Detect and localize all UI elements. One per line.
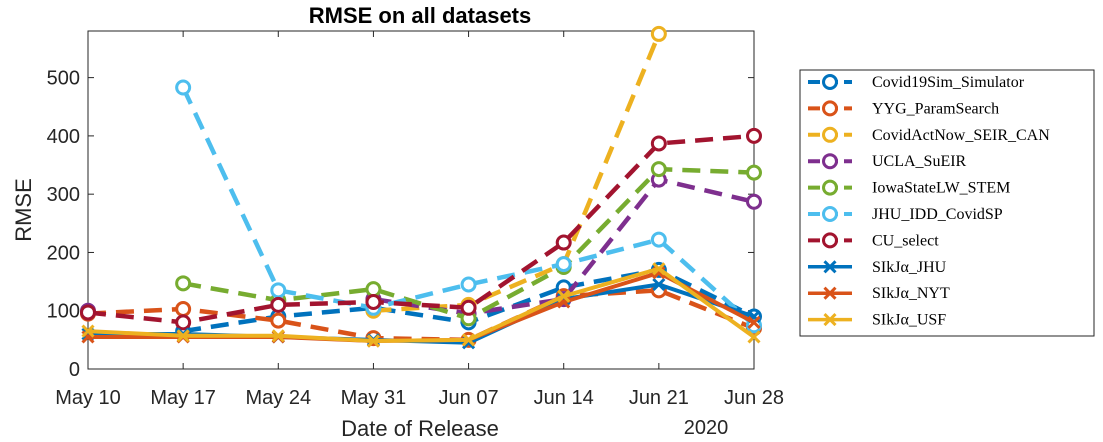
data-point [652, 262, 666, 276]
legend-label: SIkJα_NYT [872, 285, 950, 302]
data-point [462, 333, 476, 347]
series-line [373, 33, 661, 313]
legend-item: Covid19Sim_Simulator [808, 74, 1025, 91]
data-point [460, 276, 477, 293]
chart-title: RMSE on all datasets [309, 3, 532, 28]
y-tick-label: 100 [47, 301, 80, 323]
data-point [747, 315, 761, 329]
x-tick-label: May 17 [150, 387, 216, 409]
legend-label: Covid19Sim_Simulator [872, 74, 1025, 91]
series-line [87, 266, 756, 344]
data-point [365, 293, 382, 310]
series-sikj-usf [81, 262, 761, 348]
data-point [650, 231, 667, 248]
y-tick-label: 500 [47, 68, 80, 90]
legend-item: SIkJα_USF [808, 312, 946, 329]
legend-label: SIkJα_JHU [872, 259, 947, 276]
x-axis: May 10 May 17 May 24 May 31 Jun 07 Jun 14 Jun … [55, 31, 784, 409]
legend-item: SIkJα_NYT [808, 285, 950, 302]
y-axis-title: RMSE [11, 178, 36, 242]
data-point [176, 329, 190, 343]
data-point [271, 329, 285, 343]
x-tick-label: Jun 21 [629, 387, 689, 409]
legend-marker [822, 179, 838, 196]
data-point [557, 289, 571, 303]
legend-marker [822, 153, 838, 170]
legend-marker [822, 74, 838, 90]
data-point [746, 193, 762, 210]
legend-marker [823, 286, 837, 300]
y-tick-label: 300 [47, 184, 80, 206]
data-point [270, 312, 287, 329]
series-cu-select [80, 127, 762, 331]
data-point [81, 324, 95, 338]
legend-marker [822, 126, 838, 143]
y-axis: 0 100 200 300 400 500 [47, 68, 754, 381]
data-point [175, 79, 192, 96]
legend-marker [823, 260, 837, 274]
data-point [365, 281, 382, 298]
data-point [460, 299, 477, 316]
legend-label: YYG_ParamSearch [872, 100, 999, 117]
x-tick-label: May 10 [55, 387, 121, 409]
data-point [175, 314, 192, 331]
data-point [555, 234, 572, 251]
data-point [746, 164, 762, 181]
data-point [366, 334, 380, 348]
legend-item: SIkJα_JHU [808, 259, 947, 276]
legend: Covid19Sim_Simulator YYG_ParamSearch Covid… [799, 69, 1095, 337]
data-point [175, 275, 192, 292]
x-tick-label: Jun 28 [724, 387, 784, 409]
data-point [270, 296, 287, 313]
legend-marker [822, 232, 838, 249]
legend-marker [822, 206, 838, 222]
legend-label: CovidActNow_SEIR_CAN [872, 127, 1050, 144]
data-point [80, 304, 96, 321]
legend-item: UCLA_SuEIR [808, 153, 967, 170]
y-tick-label: 400 [47, 126, 80, 148]
legend-item: YYG_ParamSearch [808, 100, 999, 117]
data-point [652, 277, 666, 292]
x-axis-year-label: 2020 [684, 417, 729, 439]
series-layer [80, 25, 762, 350]
data-point [650, 25, 667, 42]
legend-marker [822, 100, 838, 117]
data-point [175, 300, 192, 317]
x-tick-label: May 24 [245, 387, 311, 409]
legend-label: IowaStateLW_STEM [872, 180, 1010, 197]
x-tick-label: May 31 [341, 387, 407, 409]
legend-label: CU_select [872, 232, 939, 249]
y-tick-label: 200 [47, 242, 80, 264]
data-point [747, 330, 761, 344]
legend-label: JHU_IDD_CovidSP [872, 206, 1003, 223]
series-line [87, 288, 755, 343]
data-point [270, 282, 287, 299]
data-point [746, 127, 762, 144]
x-tick-label: Jun 14 [534, 387, 594, 409]
data-point [650, 135, 667, 152]
legend-item: CU_select [808, 232, 939, 249]
x-tick-label: Jun 07 [439, 387, 499, 409]
data-point [650, 161, 667, 178]
x-axis-title: Date of Release [341, 416, 499, 441]
legend-marker [823, 313, 837, 327]
legend-label: UCLA_SuEIR [872, 153, 967, 170]
legend-item: CovidActNow_SEIR_CAN [808, 126, 1050, 144]
legend-label: SIkJα_USF [872, 312, 946, 329]
y-tick-label: 0 [69, 359, 80, 381]
data-point [555, 256, 572, 273]
legend-item: JHU_IDD_CovidSP [808, 206, 1003, 223]
legend-item: IowaStateLW_STEM [808, 179, 1010, 197]
